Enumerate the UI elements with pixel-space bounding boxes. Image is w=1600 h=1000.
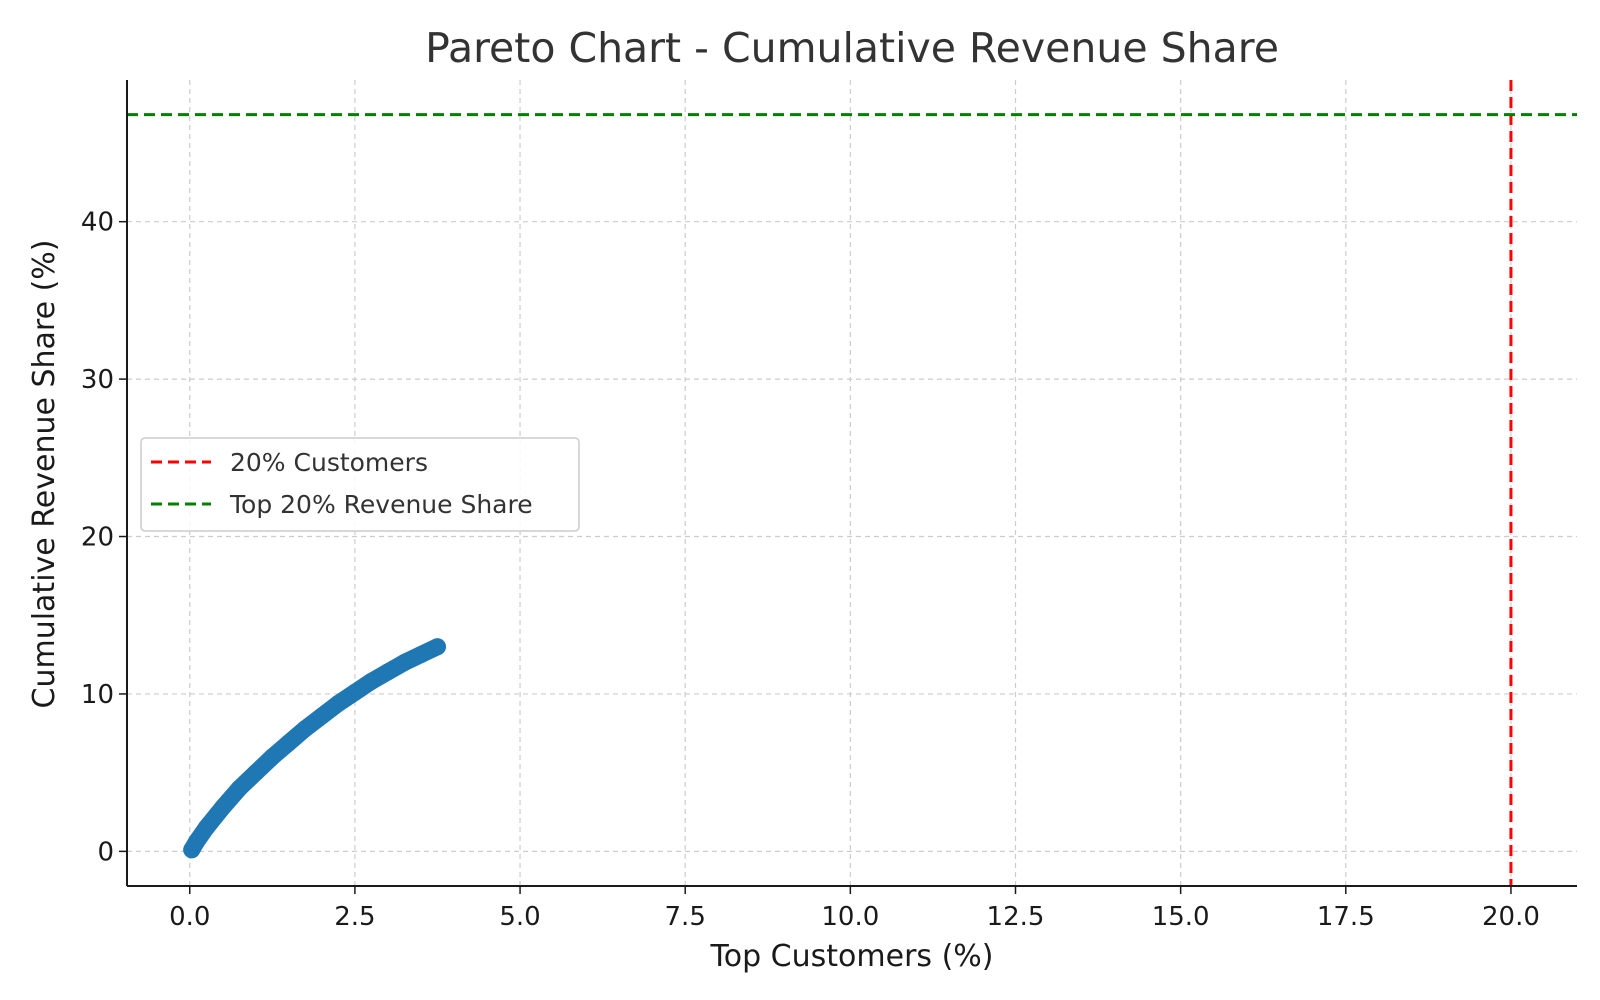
x-tick-label: 0.0 [169,902,210,932]
y-tick-label: 30 [81,365,114,395]
data-point [379,663,397,681]
data-point [395,653,413,671]
x-axis-label: Top Customers (%) [710,939,994,974]
chart-title: Pareto Chart - Cumulative Revenue Share [425,24,1279,72]
data-point [296,720,314,738]
x-tick-label: 2.5 [334,902,375,932]
x-tick-label: 10.0 [821,902,879,932]
x-tick-label: 17.5 [1317,902,1375,932]
data-series [183,638,446,859]
y-ticks: 0 10 20 30 40 [81,208,127,867]
axes [126,80,1577,887]
y-tick-label: 40 [81,208,114,238]
y-tick-label: 20 [81,523,114,553]
data-point [346,683,364,701]
data-point [428,638,446,656]
data-point [247,764,265,782]
legend: 20% Customers Top 20% Revenue Share [140,437,580,532]
data-point [187,833,205,851]
reference-lines [127,80,1577,886]
legend-label-top-20pct-revenue: Top 20% Revenue Share [229,490,533,519]
legend-label-20pct-customers: 20% Customers [230,448,428,477]
x-tick-label: 15.0 [1152,902,1210,932]
data-point [329,694,347,712]
x-tick-label: 12.5 [987,902,1045,932]
x-tick-label: 20.0 [1482,902,1540,932]
data-point [313,707,331,725]
y-axis-label: Cumulative Revenue Share (%) [27,240,62,709]
data-point [197,819,215,837]
data-point [263,748,281,766]
x-tick-label: 5.0 [499,902,540,932]
x-ticks: 0.0 2.5 5.0 7.5 10.0 12.5 15.0 17.5 20.0 [169,886,1540,932]
data-point [412,646,430,664]
x-tick-label: 7.5 [665,902,706,932]
data-point [214,798,232,816]
data-point [280,734,298,752]
data-point [230,779,248,797]
grid-lines [127,80,1577,886]
y-tick-label: 0 [97,837,114,867]
legend-box [140,437,580,532]
data-point [362,672,380,690]
y-tick-label: 10 [81,680,114,710]
